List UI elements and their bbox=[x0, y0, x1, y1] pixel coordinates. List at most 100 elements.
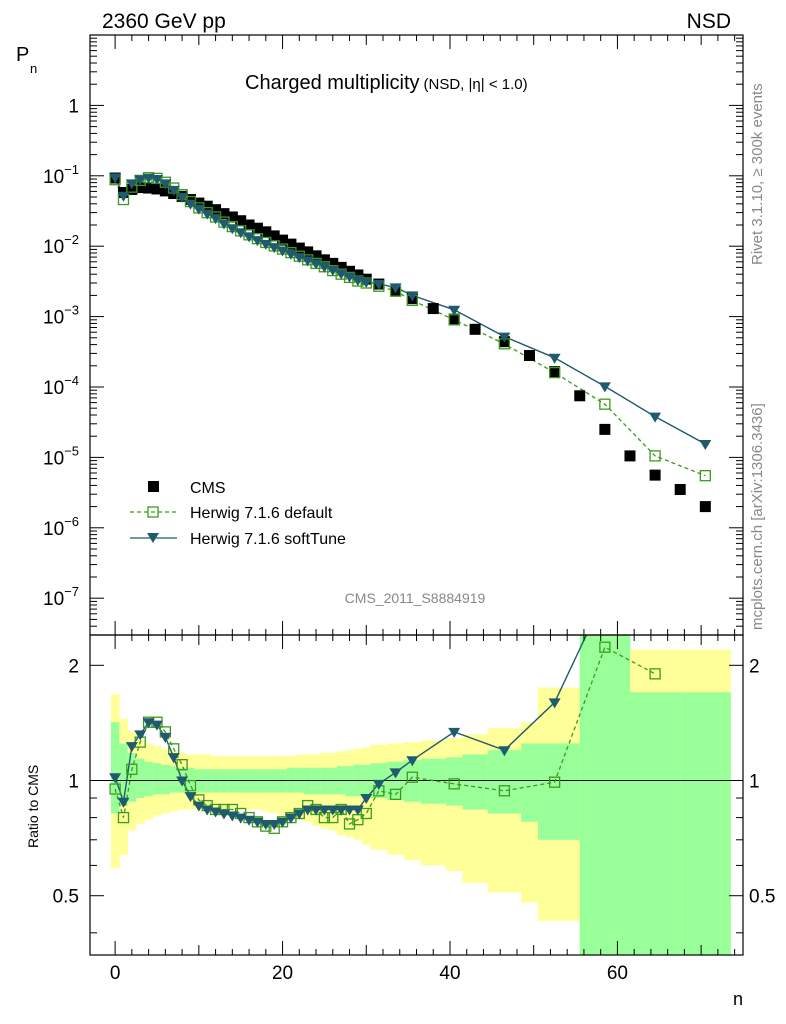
softtune-point bbox=[167, 185, 180, 196]
cms-point bbox=[624, 450, 636, 462]
softtune-point bbox=[293, 253, 306, 264]
chart-title-text: Charged multiplicity bbox=[245, 72, 420, 94]
ratio-default-point bbox=[343, 818, 356, 830]
softtune-point bbox=[326, 265, 339, 276]
legend-marker-cms bbox=[148, 481, 159, 492]
cms-point bbox=[599, 423, 611, 435]
cms-point bbox=[134, 182, 146, 194]
softtune-point bbox=[389, 283, 402, 294]
main-y-tick-exponent: −1 bbox=[64, 162, 79, 177]
cms-point bbox=[184, 194, 196, 206]
cms-point bbox=[201, 200, 213, 212]
band-inner bbox=[521, 743, 539, 822]
main-y-tick-label: 1 bbox=[68, 96, 79, 117]
ratio-softtune-point bbox=[448, 727, 461, 738]
x-tick-label: 20 bbox=[272, 963, 293, 984]
cms-point bbox=[469, 323, 481, 335]
ratio-softtune-point bbox=[548, 698, 561, 709]
main-y-tick-exponent: −4 bbox=[64, 373, 79, 388]
cms-point bbox=[327, 257, 339, 269]
ratio-default-point bbox=[109, 783, 121, 795]
axis-ticks bbox=[90, 34, 743, 955]
legend-marker-softtune bbox=[147, 533, 159, 543]
legend-label-cms: CMS bbox=[190, 480, 226, 497]
cms-point bbox=[159, 185, 171, 197]
band-inner bbox=[144, 761, 154, 797]
ratio-default-point bbox=[548, 776, 561, 788]
softtune-point bbox=[360, 278, 373, 289]
band-inner bbox=[629, 692, 681, 955]
cms-point bbox=[243, 219, 255, 231]
cms-point bbox=[210, 204, 222, 216]
ratio-softtune-point bbox=[301, 805, 314, 816]
band-inner bbox=[680, 692, 731, 955]
default-point bbox=[599, 398, 611, 410]
band-inner bbox=[445, 757, 463, 806]
cms-point bbox=[251, 222, 263, 234]
cms-point bbox=[649, 469, 661, 481]
ratio-softtune-point bbox=[192, 801, 205, 812]
cms-point bbox=[226, 211, 238, 223]
softtune-point bbox=[125, 179, 138, 190]
main-y-tick-exponent: −3 bbox=[64, 303, 79, 318]
band-inner bbox=[110, 722, 120, 814]
cms-point bbox=[335, 261, 347, 273]
main-y-tick-exponent: −6 bbox=[64, 514, 79, 529]
cms-point bbox=[218, 208, 230, 220]
cms-point bbox=[310, 250, 322, 262]
softtune-point bbox=[318, 262, 331, 273]
ratio-default-point bbox=[117, 811, 130, 824]
cms-point bbox=[126, 183, 138, 195]
cms-point bbox=[318, 254, 330, 266]
ratio-default-point bbox=[176, 759, 188, 771]
softtune-point bbox=[548, 353, 561, 364]
cms-point bbox=[151, 183, 163, 195]
softtune-point bbox=[159, 179, 172, 190]
band-inner bbox=[537, 743, 581, 840]
cms-point bbox=[235, 215, 247, 227]
ratio-y-tick-labels: 0.5 0.5 1 1 2 2 bbox=[53, 656, 776, 907]
band-inner bbox=[127, 753, 137, 802]
main-y-tick-label: 10−7 bbox=[43, 584, 79, 610]
ratio-softtune-point bbox=[117, 797, 130, 808]
softtune-point bbox=[498, 332, 511, 343]
cms-point bbox=[524, 350, 536, 362]
softtune-point bbox=[276, 246, 289, 257]
softtune-point bbox=[259, 239, 272, 250]
ratio-softtune-point bbox=[498, 746, 511, 757]
legend-marker-default bbox=[147, 506, 159, 518]
softtune-point bbox=[226, 224, 239, 235]
softtune-point bbox=[134, 175, 147, 186]
ratio-series-markers bbox=[109, 641, 661, 834]
ratio-softtune-point bbox=[167, 753, 180, 764]
ratio-default-point bbox=[360, 807, 372, 820]
cms-point bbox=[574, 390, 586, 402]
cms-point bbox=[344, 265, 356, 277]
ratio-softtune-point bbox=[268, 819, 281, 830]
energy-label: 2360 GeV pp bbox=[102, 10, 226, 33]
x-tick-label: 60 bbox=[607, 963, 628, 984]
main-y-tick-exponent: −7 bbox=[64, 584, 79, 599]
ratio-softtune-point bbox=[284, 813, 297, 824]
default-point bbox=[699, 470, 711, 482]
ratio-softtune-point bbox=[150, 720, 163, 731]
softtune-point bbox=[251, 236, 264, 247]
main-y-tick-label: 10−5 bbox=[43, 443, 79, 469]
ratio-uncertainty-bands bbox=[90, 635, 743, 955]
rivet-side-label: Rivet 3.1.10, ≥ 300k events bbox=[749, 83, 766, 265]
cms-point bbox=[427, 303, 439, 315]
softtune-point bbox=[448, 305, 461, 316]
softtune-point bbox=[699, 439, 712, 450]
ratio-default-point bbox=[389, 788, 402, 801]
main-frame bbox=[89, 34, 744, 636]
main-y-tick-labels: 1 10−1 10−2 10−3 10−4 10−5 10−6 10−7 bbox=[43, 96, 79, 610]
x-tick-labels: 0 20 40 60 bbox=[110, 963, 628, 984]
band-inner bbox=[136, 758, 145, 799]
softtune-point bbox=[649, 412, 662, 423]
ratio-softtune-point bbox=[310, 805, 323, 816]
ratio-y-tick-label-left: 2 bbox=[68, 656, 79, 677]
cms-point bbox=[549, 366, 561, 378]
ratio-softtune-point bbox=[372, 779, 385, 790]
softtune-point bbox=[243, 232, 256, 243]
